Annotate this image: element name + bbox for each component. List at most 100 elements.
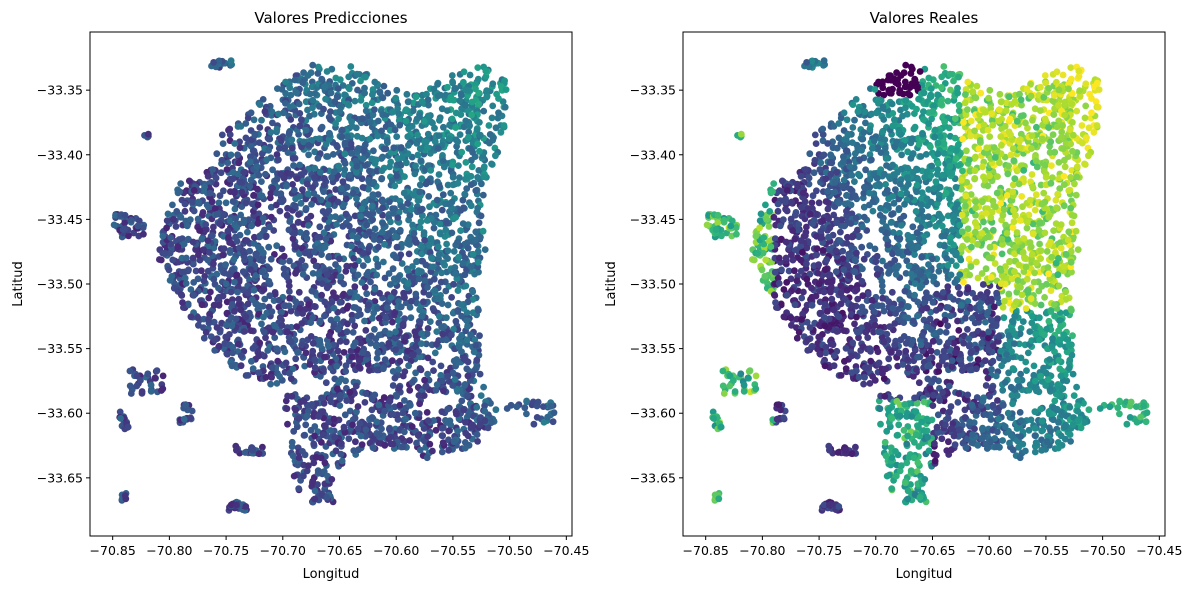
scatter-point — [207, 288, 214, 296]
scatter-point — [1056, 239, 1064, 247]
y-tick-label: −33.50 — [37, 277, 83, 292]
scatter-point — [911, 291, 918, 299]
scatter-point — [944, 97, 952, 105]
scatter-point — [190, 279, 198, 286]
scatter-point — [278, 308, 285, 316]
scatter-point — [295, 100, 303, 108]
scatter-point — [250, 240, 258, 247]
scatter-point — [412, 290, 420, 298]
scatter-point — [405, 141, 412, 149]
scatter-point — [309, 270, 317, 277]
x-tick-label: −70.60 — [373, 543, 419, 558]
scatter-point — [463, 239, 471, 247]
scatter-point — [304, 72, 312, 79]
scatter-point — [209, 232, 216, 239]
panel-predictions: Valores Predicciones −70.85 −70.80 −70.75−… — [11, 9, 589, 582]
scatter-point — [414, 431, 422, 439]
scatter-point — [479, 227, 487, 235]
scatter-point — [189, 254, 197, 262]
scatter-point — [384, 304, 391, 311]
scatter-point — [397, 144, 405, 151]
scatter-point — [290, 427, 298, 435]
scatter-point — [503, 405, 511, 412]
scatter-point — [903, 257, 911, 265]
scatter-point — [454, 427, 461, 435]
scatter-point — [381, 407, 389, 415]
scatter-point — [233, 501, 240, 509]
scatter-point — [477, 392, 485, 399]
scatter-point — [222, 199, 230, 207]
scatter-point — [359, 184, 367, 191]
scatter-point — [283, 211, 291, 219]
scatter-point — [428, 255, 436, 262]
scatter-point — [307, 426, 315, 434]
scatter-point — [300, 432, 308, 439]
scatter-point — [376, 289, 383, 297]
scatter-point — [276, 207, 284, 215]
scatter-point — [182, 280, 190, 287]
scatter-point — [284, 420, 291, 428]
scatter-point — [464, 244, 472, 252]
scatter-point — [481, 402, 488, 410]
scatter-point — [224, 227, 232, 235]
scatter-point — [342, 338, 350, 346]
scatter-point — [473, 356, 481, 364]
scatter-point — [228, 362, 236, 370]
scatter-point — [414, 131, 421, 139]
scatter-point — [322, 379, 330, 387]
scatter-point — [473, 404, 481, 411]
scatter-point — [410, 230, 418, 237]
scatter-point — [246, 158, 254, 166]
scatter-point — [367, 339, 374, 347]
scatter-point — [238, 178, 246, 186]
scatter-point — [386, 397, 394, 405]
scatter-point — [212, 174, 220, 182]
scatter-point — [305, 462, 312, 470]
scatter-point — [254, 220, 262, 227]
scatter-point — [163, 224, 171, 232]
scatter-point — [223, 309, 231, 317]
scatter-point — [317, 454, 325, 462]
scatter-point — [258, 116, 265, 124]
scatter-point — [467, 172, 475, 180]
scatter-point — [200, 246, 208, 254]
scatter-point — [452, 214, 460, 221]
scatter-point — [309, 61, 317, 69]
scatter-point — [523, 397, 530, 405]
scatter-point — [424, 433, 432, 440]
scatter-point — [265, 135, 273, 143]
scatter-point — [965, 255, 973, 263]
scatter-point — [130, 229, 138, 237]
scatter-point — [416, 365, 424, 372]
chart-title-predictions: Valores Predicciones — [254, 9, 407, 27]
scatter-point — [409, 221, 416, 229]
scatter-point — [445, 417, 453, 425]
scatter-point — [348, 242, 355, 250]
scatter-point — [248, 222, 255, 230]
scatter-point — [267, 189, 275, 197]
scatter-point — [940, 63, 948, 70]
scatter-point — [403, 90, 411, 98]
scatter-point — [425, 101, 432, 109]
scatter-point — [299, 271, 307, 278]
scatter-point — [337, 450, 345, 458]
scatter-point — [349, 189, 357, 197]
scatter-point — [467, 202, 475, 210]
scatter-point — [452, 85, 460, 92]
scatter-point — [281, 348, 289, 356]
scatter-point — [325, 253, 333, 261]
scatter-point — [222, 280, 230, 288]
scatter-point — [319, 208, 327, 215]
scatter-point — [348, 316, 356, 324]
scatter-point — [286, 294, 293, 302]
scatter-point — [127, 390, 135, 397]
scatter-point — [355, 226, 363, 234]
scatter-point — [206, 310, 214, 318]
scatter-point — [371, 435, 378, 443]
scatter-point — [242, 134, 250, 142]
scatter-point — [302, 195, 310, 203]
scatter-point — [178, 268, 186, 276]
scatter-point — [268, 373, 275, 381]
scatter-point — [1070, 392, 1078, 399]
scatter-point — [373, 418, 381, 426]
